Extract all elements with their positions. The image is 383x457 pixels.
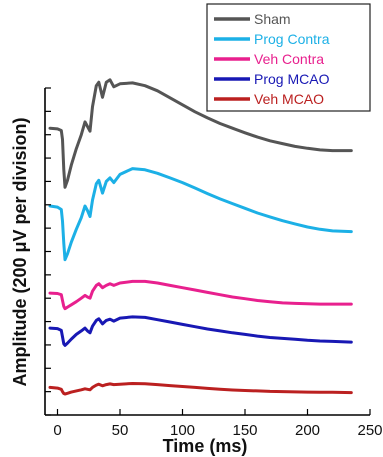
- x-axis-title: Time (ms): [163, 436, 248, 456]
- x-tick-label-4: 200: [295, 422, 320, 439]
- series-line-0: [48, 78, 353, 189]
- legend-label-2: Veh Contra: [254, 51, 324, 67]
- traces-group: [48, 78, 353, 396]
- series-line-3: [48, 315, 353, 347]
- series-line-2: [48, 279, 353, 311]
- y-ticks-group: [45, 87, 51, 416]
- x-tick-label-1: 50: [112, 422, 129, 439]
- x-ticks-group: 0 50 100 150 200 250: [53, 409, 383, 439]
- x-tick-label-5: 250: [357, 422, 382, 439]
- x-tick-label-3: 150: [232, 422, 257, 439]
- x-tick-label-2: 100: [170, 422, 195, 439]
- legend-label-4: Veh MCAO: [254, 91, 324, 107]
- series-line-4: [48, 382, 353, 396]
- y-axis-title: Amplitude (200 μV per division): [10, 117, 30, 386]
- series-line-1: [48, 167, 353, 262]
- x-tick-label-0: 0: [53, 422, 61, 439]
- legend-box: [206, 3, 371, 112]
- axes-group: [44, 88, 370, 416]
- legend-label-1: Prog Contra: [254, 31, 330, 47]
- legend-label-3: Prog MCAO: [254, 71, 330, 87]
- legend: Sham Prog Contra Veh Contra Prog MCAO Veh MC…: [206, 3, 371, 112]
- legend-label-0: Sham: [254, 11, 291, 27]
